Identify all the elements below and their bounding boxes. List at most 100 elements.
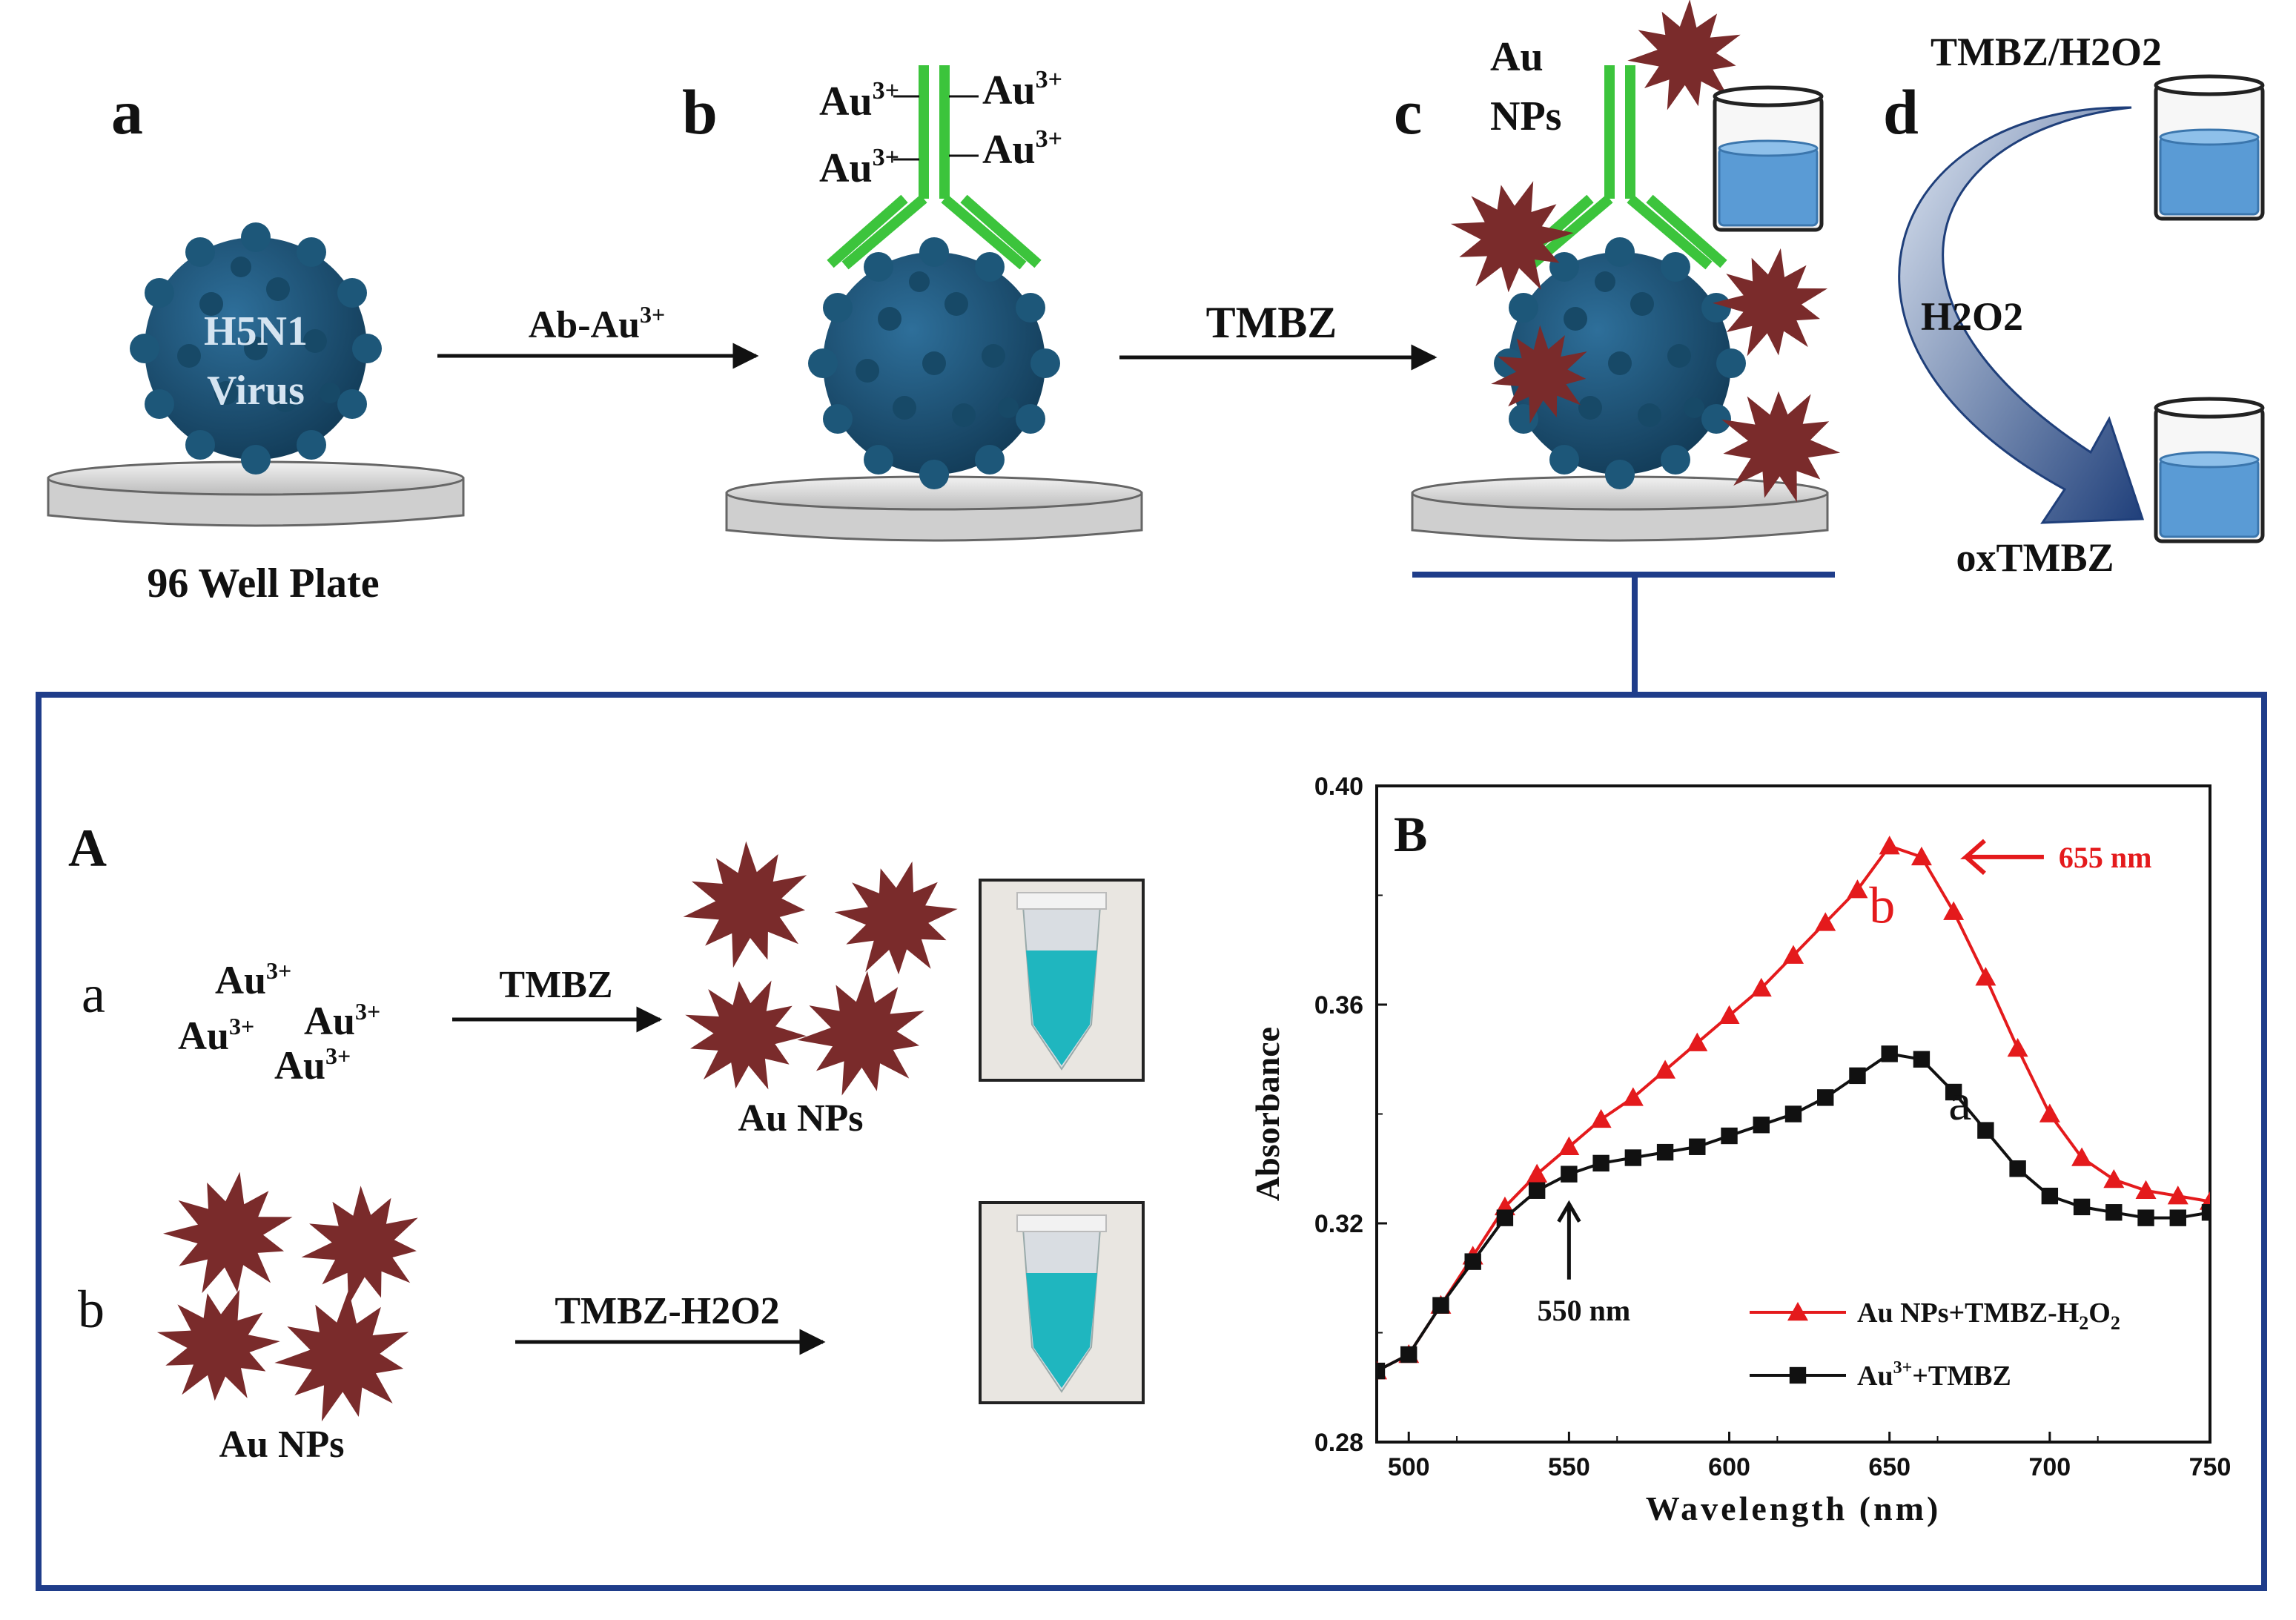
beaker-d-top: [2156, 76, 2263, 219]
row-b-arrow-label: TMBZ-H2O2: [555, 1290, 779, 1332]
legend-label: Au3++TMBZ: [1857, 1358, 2011, 1392]
data-point: [1753, 1117, 1770, 1134]
curve-b-label: b: [1869, 877, 1895, 934]
x-tick-label: 550: [1548, 1453, 1590, 1481]
row-a-letter: a: [82, 965, 105, 1024]
nanoparticle-star: [1450, 181, 1574, 293]
data-point: [1784, 1105, 1802, 1123]
panel-c-letter: c: [1394, 76, 1422, 148]
au-nps-line2: NPs: [1490, 93, 1561, 139]
data-point: [1590, 1108, 1612, 1128]
data-point: [2103, 1169, 2125, 1188]
data-point: [1977, 1122, 1994, 1139]
data-point: [1656, 1143, 1674, 1161]
data-point: [1721, 1127, 1738, 1145]
row-a-nanoparticles: [683, 841, 958, 1096]
row-a-product-label: Au NPs: [738, 1097, 863, 1140]
y-tick-label: 0.40: [1314, 773, 1363, 801]
panel-b-letter: b: [682, 76, 718, 148]
x-axis-label: Wavelength (nm): [1646, 1490, 1942, 1527]
nanoparticle-star: [1721, 391, 1841, 503]
data-point: [2167, 1186, 2189, 1205]
arrow-ab-label: Ab-Au3+: [529, 301, 666, 346]
data-point: [1879, 836, 1900, 855]
panel-b-ion-labels: Au3+ Au3+ Au3+ Au3+: [819, 66, 1062, 191]
data-point: [2105, 1204, 2123, 1221]
nanoparticle-star: [1491, 325, 1587, 424]
data-point: [2071, 1147, 2093, 1166]
tube-photo-b: [979, 1201, 1145, 1404]
data-point: [1432, 1297, 1449, 1314]
plate-label: 96 Well Plate: [147, 561, 379, 606]
nanoparticle-star: [797, 971, 924, 1096]
svg-text:Au3+: Au3+: [982, 66, 1062, 113]
row-b-reactant-label: Au NPs: [219, 1424, 344, 1466]
nanoparticle-star: [1713, 248, 1828, 357]
y-tick-label: 0.32: [1314, 1210, 1363, 1238]
data-point: [2041, 1187, 2059, 1205]
peak-arrow: [1959, 839, 2044, 876]
data-point: [1943, 901, 1965, 920]
data-point: [2201, 1204, 2210, 1221]
shoulder-annotation: 550 nm: [1538, 1294, 1631, 1327]
y-tick-label: 0.28: [1314, 1429, 1363, 1457]
nanoparticle-star: [163, 1171, 293, 1294]
data-point: [1687, 1032, 1708, 1051]
nanoparticle-star: [683, 841, 807, 968]
panel-a-letter: a: [111, 76, 143, 148]
bottom-frame: [36, 692, 2267, 1591]
panel-c-nanoparticles: [1450, 0, 1841, 503]
tube-photo-a: [979, 879, 1145, 1082]
x-tick-label: 750: [2189, 1453, 2232, 1481]
data-point: [1561, 1166, 1578, 1183]
panel-A-letter: A: [68, 819, 107, 878]
row-a-ions: Au3+ Au3+ Au3+ Au3+: [178, 957, 380, 1088]
nanoparticle-star: [156, 1289, 280, 1401]
legend-marker: [1787, 1302, 1808, 1321]
row-b-letter: b: [78, 1280, 105, 1339]
data-point: [1783, 945, 1804, 964]
data-point: [1622, 1087, 1644, 1106]
svg-text:Au3+: Au3+: [982, 125, 1062, 173]
panel-d-arrow-label: H2O2: [1921, 294, 2023, 339]
data-point: [1592, 1154, 1609, 1172]
shoulder-arrow: [1557, 1200, 1581, 1280]
data-point: [1377, 1362, 1386, 1380]
legend: Au NPs+TMBZ-H2O2 Au3++TMBZ: [1750, 1297, 2120, 1392]
data-point: [2135, 1180, 2157, 1199]
panel-d-bottom-label: oxTMBZ: [1956, 535, 2114, 580]
y-axis-label: Absorbance: [1248, 1027, 1286, 1201]
au-nps-line1: Au: [1490, 34, 1544, 80]
data-point: [1817, 1089, 1834, 1106]
data-point: [1528, 1182, 1546, 1199]
nanoparticle-star: [1627, 0, 1741, 110]
chart: 500 550 600 650 700 750 0.28 0.32 0.36 0.40 Wavele…: [1248, 773, 2231, 1527]
beaker-c: [1715, 87, 1822, 230]
svg-text:Au3+: Au3+: [274, 1042, 351, 1088]
legend-marker: [1789, 1366, 1807, 1384]
legend-label: Au NPs+TMBZ-H2O2: [1857, 1297, 2120, 1334]
data-point: [1849, 1067, 1866, 1085]
panel-B-letter: B: [1394, 806, 1427, 862]
panel-b-complex: [725, 65, 1143, 542]
data-point: [1718, 1005, 1740, 1024]
data-point: [1400, 1346, 1417, 1363]
curve-a-label: a: [1948, 1074, 1971, 1131]
svg-text:Au3+: Au3+: [819, 77, 899, 125]
data-point: [2009, 1160, 2026, 1177]
row-a-arrow-label: TMBZ: [499, 964, 612, 1006]
data-point: [2137, 1209, 2154, 1226]
data-point: [1913, 1051, 1931, 1068]
data-point: [1881, 1045, 1898, 1062]
data-point: [2007, 1038, 2028, 1057]
peak-annotation: 655 nm: [2059, 841, 2152, 874]
panel-d-curved-arrow: [1898, 106, 2145, 524]
row-b-nanoparticles: [156, 1171, 418, 1422]
data-point: [2039, 1103, 2060, 1123]
x-tick-label: 600: [1708, 1453, 1750, 1481]
nanoparticle-star: [274, 1289, 409, 1422]
data-point: [1945, 1083, 1962, 1101]
data-point: [1689, 1138, 1706, 1155]
data-point: [1910, 846, 1932, 866]
data-point: [1815, 912, 1836, 931]
